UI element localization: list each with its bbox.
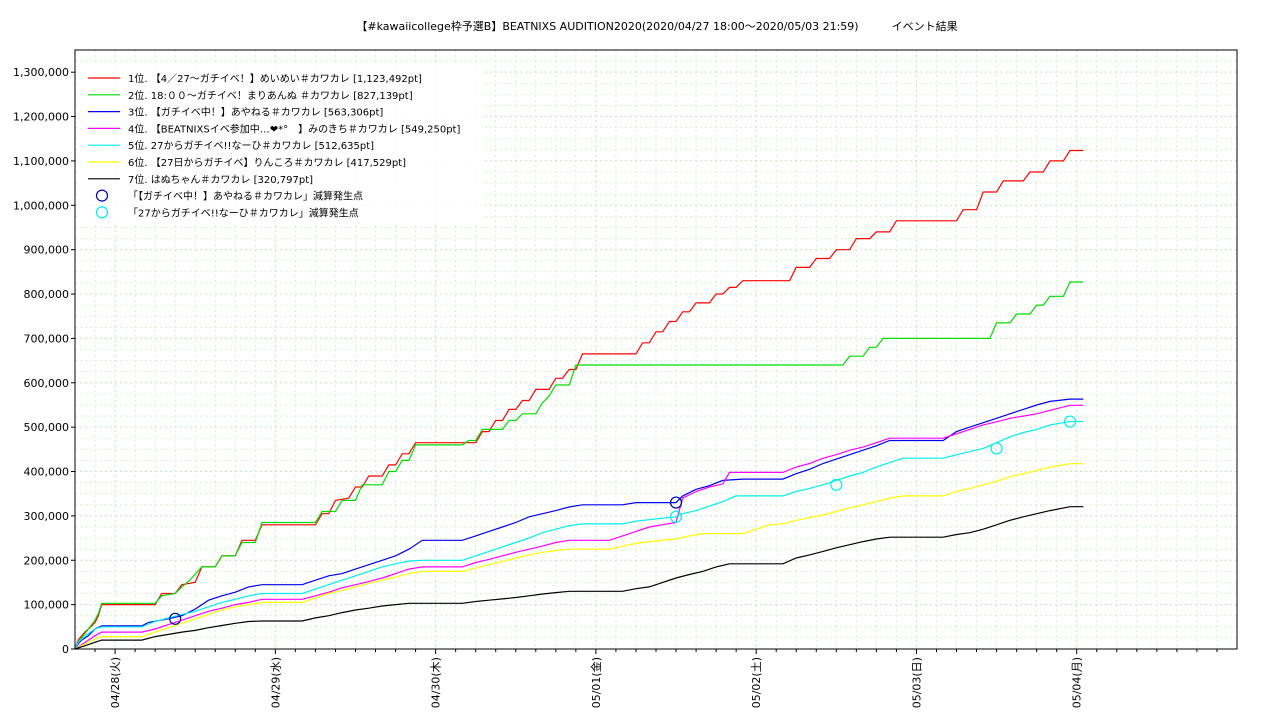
legend-entry: 3位. 【ガチイベ中！】あやねる＃カワカレ [563,306pt] xyxy=(128,106,383,119)
legend-background xyxy=(80,64,485,224)
series-line xyxy=(74,398,1084,650)
legend-entry: 1位. 【4／27〜ガチイベ！】めいめい＃カワカレ [1,123,492pt] xyxy=(128,72,422,85)
y-tick-label: 1,200,000 xyxy=(13,111,69,124)
legend-entry: 7位. はぬちゃん＃カワカレ [320,797pt] xyxy=(128,173,313,186)
legend-entry: 2位. 18:００〜ガチイベ！まりあんぬ ＃カワカレ [827,139pt] xyxy=(128,89,413,102)
y-tick-label: 1,300,000 xyxy=(13,66,69,79)
x-tick-label: 05/03(日) xyxy=(910,657,923,708)
y-tick-label: 0 xyxy=(62,643,69,656)
y-tick-label: 900,000 xyxy=(24,244,70,257)
y-tick-label: 500,000 xyxy=(24,421,70,434)
legend-marker-swatch xyxy=(95,189,109,202)
y-tick-label: 600,000 xyxy=(24,377,70,390)
series-lines xyxy=(74,149,1084,650)
decrement-marker xyxy=(1063,415,1077,428)
y-tick-label: 1,000,000 xyxy=(13,199,69,212)
series-line xyxy=(74,281,1084,650)
legend-entry: 「【ガチイベ中！】あやねる＃カワカレ」減算発生点 xyxy=(128,190,363,203)
x-tick-label: 05/01(金) xyxy=(589,657,603,708)
series-line xyxy=(74,463,1084,650)
legend-entry: 4位. 【BEATNIXSイベ参加中…❤︎*° 】みのきち＃カワカレ [549,… xyxy=(128,122,460,135)
x-tick-label: 04/29(水) xyxy=(269,657,282,708)
legend: 1位. 【4／27〜ガチイベ！】めいめい＃カワカレ [1,123,492pt] 2… xyxy=(80,64,485,224)
y-tick-label: 1,100,000 xyxy=(13,155,69,168)
decrement-marker xyxy=(169,612,182,625)
series-line xyxy=(74,404,1084,650)
y-tick-label: 400,000 xyxy=(24,466,70,479)
decrement-marker xyxy=(830,478,843,491)
series-line xyxy=(74,420,1084,650)
decrement-markers xyxy=(169,415,1077,625)
series-line xyxy=(74,149,1084,650)
x-tick-label: 04/28(火) xyxy=(109,657,122,708)
axes: 0 100,000 200,000 300,000 400,000 500,000 600,… xyxy=(13,66,1218,708)
y-tick-label: 100,000 xyxy=(24,599,70,612)
x-tick-label: 05/04(月) xyxy=(1071,657,1084,708)
legend-entry: 5位. 27からガチイベ!!なーひ＃カワカレ [512,635pt] xyxy=(128,139,374,152)
x-tick-label: 05/02(土) xyxy=(750,657,763,708)
grid-lines xyxy=(75,50,1237,649)
x-tick-label: 04/30(木) xyxy=(430,657,443,708)
y-tick-label: 300,000 xyxy=(24,510,70,523)
y-tick-label: 700,000 xyxy=(24,332,70,345)
legend-entry: 「27からガチイベ!!なーひ＃カワカレ」減算発生点 xyxy=(128,206,359,219)
series-line xyxy=(74,506,1084,650)
decrement-marker xyxy=(669,496,683,509)
legend-entry: 6位. 【27日からガチイベ】りんころ＃カワカレ [417,529pt] xyxy=(128,156,406,169)
y-tick-label: 200,000 xyxy=(24,554,70,567)
decrement-marker xyxy=(990,442,1003,455)
y-tick-label: 800,000 xyxy=(24,288,70,301)
chart-title: 【#kawaiicollege枠予選B】BEATNIXS AUDITION202… xyxy=(356,19,957,33)
legend-marker-swatch xyxy=(95,206,109,219)
decrement-marker xyxy=(669,510,683,523)
